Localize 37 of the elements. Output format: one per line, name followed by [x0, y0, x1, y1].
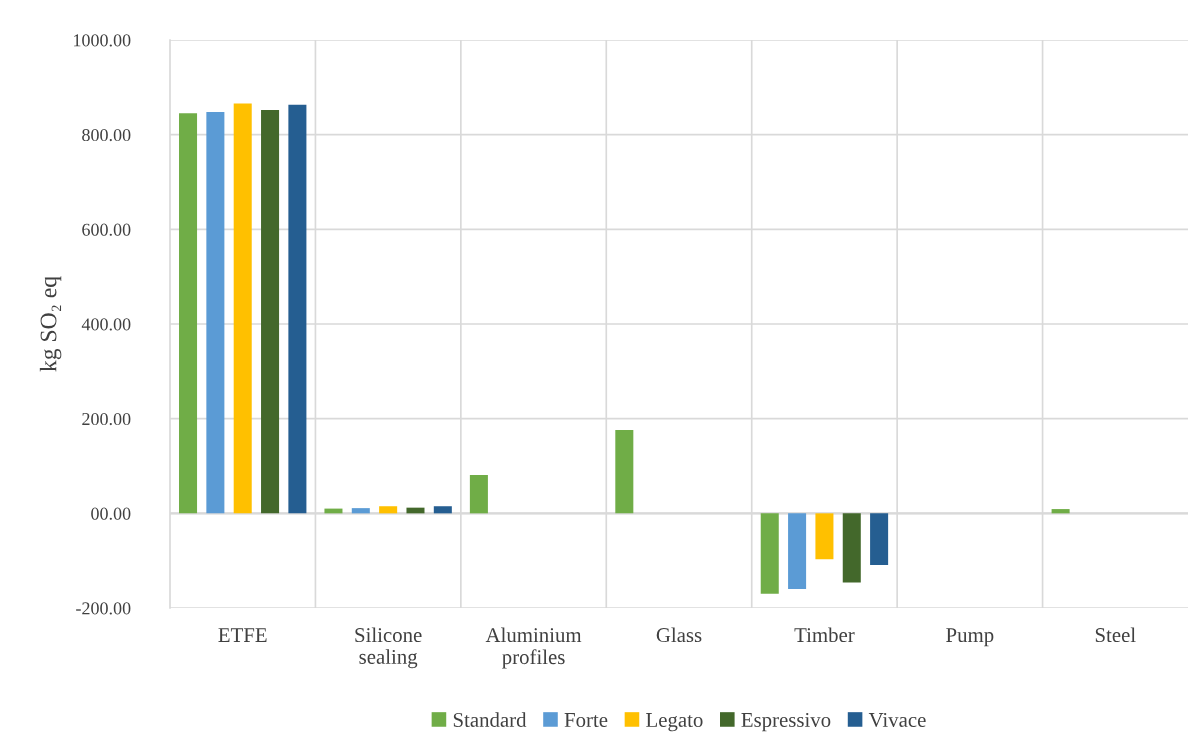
bar	[615, 430, 634, 514]
x-tick-label: Steel	[1095, 627, 1136, 643]
legend-label: Forte	[564, 713, 608, 727]
bar	[788, 513, 807, 590]
x-tick-label: Timber	[794, 627, 855, 643]
y-tick-label: 1000.00	[74, 34, 131, 47]
x-tick-label: Pump	[946, 628, 994, 647]
bar	[870, 513, 889, 565]
bar	[233, 103, 252, 514]
y-tick-label: -200.00	[76, 602, 131, 615]
y-tick-label: 800.00	[82, 128, 131, 142]
bar	[842, 513, 861, 583]
bar	[406, 507, 425, 514]
x-tick-label: Silicone sealing	[355, 627, 422, 669]
y-tick-label: 600.00	[82, 223, 131, 236]
bar	[206, 111, 225, 514]
bar	[433, 506, 452, 514]
y-axis-title: kg SO₂ eq	[39, 276, 62, 372]
bar	[379, 506, 398, 514]
bar	[760, 513, 779, 594]
legend-label: Legato	[646, 713, 703, 732]
legend-label: Standard	[453, 712, 527, 727]
legend-label: Vivace	[868, 712, 926, 728]
x-tick-label: ETFE	[218, 628, 267, 642]
bar	[351, 508, 370, 514]
x-tick-label: Aluminium profiles	[485, 627, 582, 669]
y-tick-label: 00.00	[91, 507, 131, 520]
bar	[815, 513, 834, 560]
y-tick-label: 400.00	[81, 318, 131, 331]
bar	[1051, 509, 1070, 514]
bar	[469, 474, 488, 514]
legend-label: Espressivo	[741, 712, 831, 732]
bar	[179, 113, 198, 514]
bar	[288, 104, 307, 514]
x-tick-label: Glass	[656, 627, 702, 643]
bar	[261, 110, 280, 514]
y-tick-label: 200.00	[82, 412, 131, 426]
